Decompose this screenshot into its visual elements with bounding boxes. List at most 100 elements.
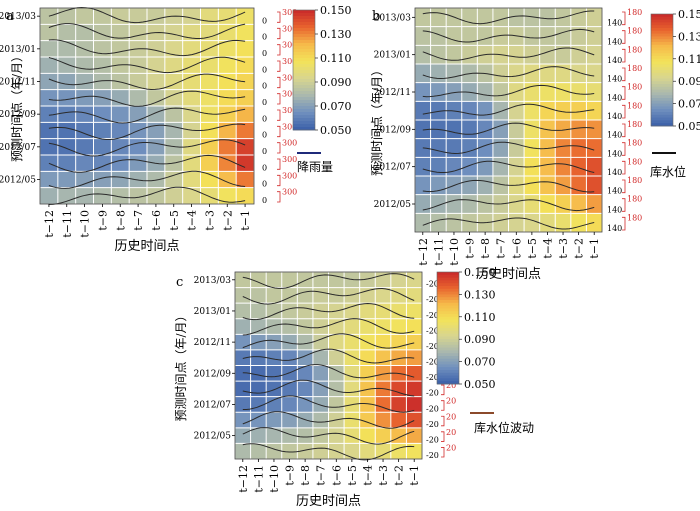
colorbar-segment [437, 283, 459, 287]
overlay-curve [48, 170, 246, 189]
y-tick-label: 2012/07 [374, 163, 412, 173]
heatmap-cell [147, 40, 166, 58]
heatmap-cell [570, 138, 587, 158]
heatmap-cell [281, 334, 298, 351]
y-tick-label: 2012/07 [0, 143, 36, 153]
colorbar-segment [651, 44, 673, 48]
heatmap-cell [281, 396, 298, 413]
colorbar-segment [437, 342, 459, 346]
overlay-axis-bracket [277, 109, 281, 121]
heatmap-cell [235, 272, 251, 288]
heatmap-cell [328, 365, 345, 382]
heatmap-cell [555, 101, 572, 121]
heatmap-cell [75, 106, 94, 123]
heatmap-cell [312, 272, 329, 288]
heatmap-cell [164, 40, 183, 58]
heatmap-cell [508, 138, 525, 158]
heatmap-cell [75, 57, 94, 74]
colorbar-tick-label: 0.090 [320, 76, 352, 89]
y-tick-label: 2013/03 [0, 12, 36, 22]
overlay-axis-bracket [622, 48, 626, 63]
x-tick-label: t−10 [79, 210, 92, 238]
overlay-axis-bracket [277, 174, 281, 187]
x-tick-label: t−9 [464, 238, 477, 259]
heatmap-cell [359, 427, 376, 444]
heatmap-cell [539, 176, 556, 195]
heatmap-cell [477, 101, 494, 121]
overlay-axis-label: 300 [282, 24, 297, 33]
overlay-axis-label: 300 [282, 57, 297, 66]
heatmap-cell [111, 122, 130, 139]
heatmap-cell [200, 73, 219, 90]
plot-frame [39, 7, 255, 205]
heatmap-cell [508, 8, 525, 27]
legend-label: 降雨量 [297, 160, 333, 174]
colorbar-segment [651, 53, 673, 57]
overlay-curve [242, 273, 415, 289]
heatmap-cell [415, 101, 431, 121]
x-tick-label: t−7 [132, 210, 145, 231]
overlay-axis-label: 300 [282, 106, 297, 115]
colorbar-segment [437, 294, 459, 298]
x-tick-label: t−9 [284, 465, 297, 486]
heatmap-cell [375, 427, 392, 444]
heatmap-cell [250, 287, 267, 304]
heatmap-cell [492, 64, 509, 83]
colorbar-segment [437, 302, 459, 306]
colorbar-segment [437, 364, 459, 368]
heatmap-cell [508, 157, 525, 177]
overlay-curve [242, 427, 415, 445]
heatmap-cell [328, 396, 345, 413]
panel-label: a [6, 9, 14, 24]
heatmap-cell [539, 45, 556, 65]
heatmap-cell [539, 82, 556, 102]
heatmap-cell [266, 427, 283, 444]
heatmap-cell [492, 176, 509, 195]
colorbar-segment [651, 109, 673, 113]
colorbar-segment [437, 378, 459, 382]
heatmap-cell [200, 138, 219, 156]
heatmap-cell [281, 427, 298, 444]
overlay-axis-label: 0 [262, 131, 267, 140]
heatmap-cell [328, 318, 345, 335]
overlay-axis-bracket [277, 142, 281, 154]
x-tick-label: t−8 [299, 465, 312, 486]
heatmap-cell [297, 443, 314, 460]
heatmap-cell [461, 8, 478, 27]
heatmap-cell [93, 171, 112, 188]
heatmap-cell [93, 187, 112, 205]
colorbar-segment [437, 308, 459, 312]
heatmap-cell [461, 194, 478, 214]
heatmap-cell [570, 101, 587, 121]
heatmap-cell [40, 57, 59, 74]
colorbar-segment [437, 286, 459, 290]
overlay-curve [242, 333, 415, 349]
heatmap-cell [40, 73, 59, 90]
colorbar-segment [293, 67, 315, 71]
heatmap-cell [164, 106, 183, 123]
colorbar-tick-label: 0.050 [320, 124, 352, 137]
colorbar-segment [293, 58, 315, 62]
overlay-axis-label: 0 [262, 82, 267, 91]
overlay-axis-label: 0 [262, 163, 267, 172]
x-tick-label: t−12 [43, 210, 56, 238]
heatmap-cell [129, 155, 148, 172]
colorbar-segment [437, 322, 459, 326]
overlay-curve [48, 154, 246, 173]
overlay-axis-bracket [441, 447, 445, 458]
colorbar-segment [651, 120, 673, 124]
heatmap-cell [539, 157, 556, 177]
overlay-axis-label: 20 [446, 443, 456, 452]
x-tick-label: t−6 [510, 238, 523, 259]
x-tick-label: t−7 [495, 238, 508, 259]
overlay-curve [242, 443, 415, 461]
overlay-axis-bracket [622, 11, 626, 26]
overlay-curve [422, 84, 595, 98]
x-tick-label: t−2 [221, 210, 234, 231]
colorbar-segment [437, 288, 459, 292]
colorbar-segment [293, 13, 315, 17]
overlay-curve [48, 139, 246, 157]
overlay-curve [242, 348, 415, 364]
heatmap-cell [415, 26, 431, 46]
